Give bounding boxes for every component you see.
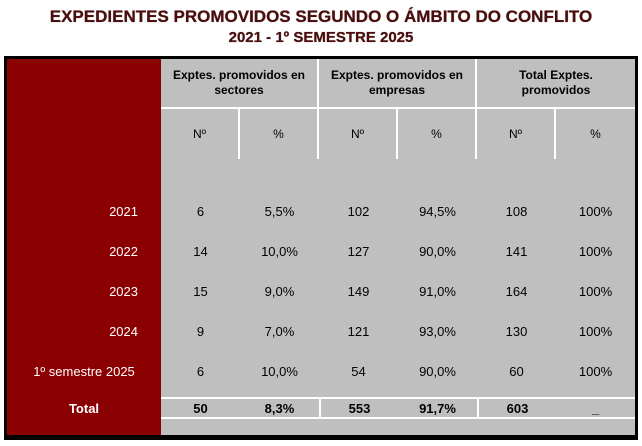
cell-2023-empresas-n: 149 [319, 271, 398, 311]
cell-2024-empresas-n: 121 [319, 311, 398, 351]
subheader-n-total: Nº [477, 109, 556, 159]
cell-2022-sectores-pct: 10,0% [240, 231, 319, 271]
chart-subtitle: 2021 - 1º SEMESTRE 2025 [228, 29, 414, 46]
row-label-2022: 2022 [7, 231, 161, 271]
row-label-2024: 2024 [7, 311, 161, 351]
data-table: Exptes. promovidos en sectores Exptes. p… [4, 56, 638, 440]
cell-2025-empresas-n: 54 [319, 351, 398, 391]
cell-2023-sectores-pct: 9,0% [240, 271, 319, 311]
subheader-corner-cell [7, 109, 161, 159]
cell-total-sectores-pct: 8,3% [240, 397, 319, 419]
cell-2021-empresas-n: 102 [319, 191, 398, 231]
cell-2025-sectores-n: 6 [161, 351, 240, 391]
row-label-sem1-2025: 1º semestre 2025 [7, 351, 161, 391]
col-group-total: Total Exptes. promovidos [477, 59, 635, 109]
cell-2025-total-n: 60 [477, 351, 556, 391]
cell-2023-empresas-pct: 91,0% [398, 271, 477, 311]
subheader-n-sectores: Nº [161, 109, 240, 159]
cell-2025-sectores-pct: 10,0% [240, 351, 319, 391]
cell-2022-empresas-n: 127 [319, 231, 398, 271]
cell-2023-total-pct: 100% [556, 271, 635, 311]
bottom-filler-gray [161, 419, 635, 435]
cell-2024-total-pct: 100% [556, 311, 635, 351]
cell-2021-total-n: 108 [477, 191, 556, 231]
cell-2023-total-n: 164 [477, 271, 556, 311]
cell-2022-sectores-n: 14 [161, 231, 240, 271]
cell-2024-empresas-pct: 93,0% [398, 311, 477, 351]
pre-total-gap-gray [161, 391, 635, 397]
col-group-sectores: Exptes. promovidos en sectores [161, 59, 319, 109]
table-grid: Exptes. promovidos en sectores Exptes. p… [7, 59, 635, 435]
cell-2023-sectores-n: 15 [161, 271, 240, 311]
row-label-2021: 2021 [7, 191, 161, 231]
spacer-red [7, 159, 161, 191]
subheader-pct-total: % [556, 109, 635, 159]
corner-cell [7, 59, 161, 109]
cell-2024-sectores-n: 9 [161, 311, 240, 351]
cell-2021-total-pct: 100% [556, 191, 635, 231]
cell-2025-empresas-pct: 90,0% [398, 351, 477, 391]
row-label-total: Total [7, 397, 161, 419]
subheader-pct-sectores: % [240, 109, 319, 159]
spacer-gray [161, 159, 635, 191]
cell-2022-empresas-pct: 90,0% [398, 231, 477, 271]
chart-title: EXPEDIENTES PROMOVIDOS SEGUNDO O ÁMBITO … [49, 7, 593, 26]
cell-total-empresas-pct: 91,7% [398, 397, 477, 419]
cell-2021-empresas-pct: 94,5% [398, 191, 477, 231]
pre-total-gap-red [7, 391, 161, 397]
cell-total-empresas-n: 553 [319, 397, 398, 419]
col-group-empresas: Exptes. promovidos en empresas [319, 59, 477, 109]
cell-2021-sectores-n: 6 [161, 191, 240, 231]
subheader-n-empresas: Nº [319, 109, 398, 159]
cell-2021-sectores-pct: 5,5% [240, 191, 319, 231]
cell-total-sectores-n: 50 [161, 397, 240, 419]
cell-2022-total-pct: 100% [556, 231, 635, 271]
cell-2024-total-n: 130 [477, 311, 556, 351]
cell-2025-total-pct: 100% [556, 351, 635, 391]
bottom-filler-red [7, 419, 161, 435]
chart-title-block: EXPEDIENTES PROMOVIDOS SEGUNDO O ÁMBITO … [0, 0, 642, 48]
cell-2024-sectores-pct: 7,0% [240, 311, 319, 351]
cell-total-total-pct: _ [556, 397, 635, 419]
subheader-pct-empresas: % [398, 109, 477, 159]
cell-2022-total-n: 141 [477, 231, 556, 271]
cell-total-total-n: 603 [477, 397, 556, 419]
row-label-2023: 2023 [7, 271, 161, 311]
